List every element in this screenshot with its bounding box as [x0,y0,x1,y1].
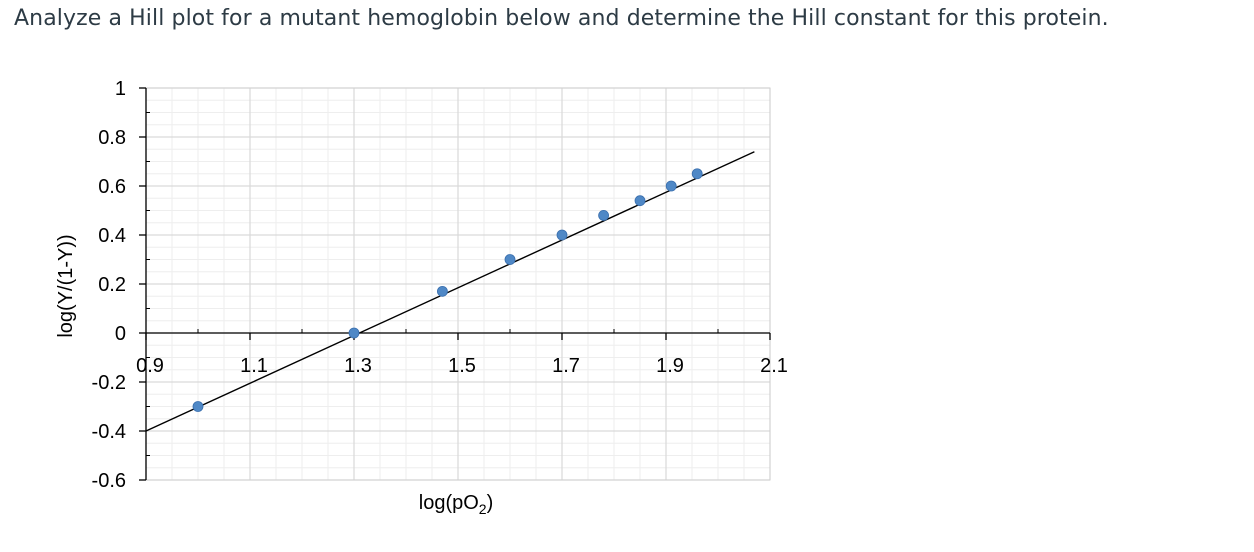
y-tick-label: 0 [115,323,126,345]
data-point [665,180,677,192]
trendline-group [145,151,755,432]
data-points [192,168,703,412]
data-point [504,254,516,265]
data-point [598,209,609,221]
data-point [691,168,703,180]
y-tick-label: -0.4 [92,421,126,443]
chart-grid [145,87,771,481]
data-point [556,229,568,241]
y-tick-label: -0.6 [92,470,126,492]
x-tick-label: 1.9 [656,355,684,377]
data-point [436,285,448,297]
x-tick-label: 1.3 [344,355,372,377]
y-axis-title: log(Y/(1-Y)) [55,234,77,337]
x-tick-label: 1.7 [552,355,580,377]
y-tick-label: 0.2 [98,274,126,296]
data-point [348,327,360,339]
data-point [192,401,204,412]
x-tick-labels: 0.9 1.1 1.3 1.5 1.7 1.9 2.1 [136,355,788,377]
trendline [145,151,755,432]
x-tick-label: 1.1 [240,355,268,377]
chart-axes [139,87,771,481]
y-tick-label: -0.2 [92,372,126,394]
x-tick-label: 2.1 [760,355,788,377]
x-tick-label: 1.5 [448,355,476,377]
x-axis-title: log(pO2) [419,492,494,517]
y-tick-label: 0.6 [98,176,126,198]
y-tick-labels: -0.6 -0.4 -0.2 0 0.2 0.4 0.6 0.8 1 [92,78,126,492]
y-tick-label: 0.8 [98,127,126,149]
x-tick-label: 0.9 [136,355,164,377]
y-tick-label: 0.4 [98,225,126,247]
data-point [634,195,646,207]
question-text: Analyze a Hill plot for a mutant hemoglo… [14,6,1109,31]
y-tick-label: 1 [115,78,126,100]
